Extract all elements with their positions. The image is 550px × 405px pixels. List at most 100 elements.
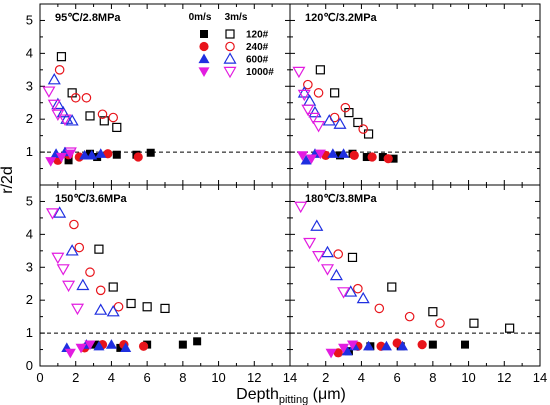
x-tick-label: 12 xyxy=(497,370,511,385)
data-point-240-3ms xyxy=(435,318,445,329)
legend-header-3ms: 3m/s xyxy=(225,12,248,23)
x-axis-title-main: Depth xyxy=(236,386,279,403)
data-point-600-3ms xyxy=(106,304,120,317)
data-point-240-3ms xyxy=(113,301,124,312)
x-axis-title: Depthpitting (μm) xyxy=(236,386,346,405)
legend-marker-600-filled xyxy=(198,53,210,64)
x-tick-label: 14 xyxy=(283,370,297,385)
data-point-1000-3ms xyxy=(292,66,306,79)
data-point-1000-0ms xyxy=(45,157,57,167)
data-point-240-3ms xyxy=(69,219,79,230)
legend-marker-240-filled xyxy=(199,41,209,52)
data-point-240-3ms xyxy=(108,112,119,123)
data-point-1000-3ms xyxy=(56,264,70,276)
legend-marker-600-open xyxy=(223,52,237,64)
x-tick-label: 2 xyxy=(72,370,79,385)
panel-title: 95℃/2.8MPa xyxy=(55,12,121,24)
data-point-240-0ms xyxy=(133,152,143,162)
panel-frame xyxy=(39,184,291,367)
data-point-600-0ms xyxy=(120,342,132,353)
panel-title: 120℃/3.2MPa xyxy=(305,12,378,24)
data-point-600-0ms xyxy=(300,154,312,165)
data-point-600-3ms xyxy=(329,268,343,281)
x-tick-label: 8 xyxy=(179,370,186,385)
data-point-600-0ms xyxy=(338,148,350,158)
data-point-120-0ms xyxy=(116,343,125,352)
data-point-1000-0ms xyxy=(64,149,76,160)
y-tick-label: 4 xyxy=(26,45,33,60)
data-point-1000-3ms xyxy=(303,237,317,250)
data-point-120-3ms xyxy=(85,111,95,121)
data-point-240-3ms xyxy=(97,109,108,120)
data-point-240-0ms xyxy=(367,152,377,162)
data-point-600-0ms xyxy=(86,149,98,160)
x-tick-label: 4 xyxy=(108,370,115,385)
data-point-600-3ms xyxy=(53,206,67,218)
data-point-240-3ms xyxy=(313,88,324,98)
x-axis-title-subscript: pitting xyxy=(279,394,308,405)
data-point-600-0ms xyxy=(380,340,392,351)
data-point-1000-3ms xyxy=(70,303,85,316)
legend-marker-1000-filled xyxy=(198,67,210,77)
data-point-600-3ms xyxy=(310,219,324,231)
data-point-1000-0ms xyxy=(305,154,317,165)
data-point-1000-3ms xyxy=(320,264,335,276)
data-point-240-3ms xyxy=(340,102,351,113)
x-tick-label: 6 xyxy=(394,370,401,385)
data-point-120-0ms xyxy=(378,153,387,162)
data-point-240-3ms xyxy=(70,92,81,103)
data-point-600-3ms xyxy=(51,97,65,110)
data-point-240-0ms xyxy=(417,340,427,350)
data-point-600-3ms xyxy=(344,285,358,297)
data-point-240-0ms xyxy=(138,341,149,351)
legend-marker-1000-open xyxy=(223,66,237,79)
data-point-120-0ms xyxy=(193,337,202,346)
data-point-120-3ms xyxy=(160,303,170,314)
data-point-240-0ms xyxy=(383,154,393,164)
panel-2: 120℃/3.2MPa xyxy=(289,3,541,186)
x-axis-title-unit: (μm) xyxy=(308,386,346,403)
x-tick-label: 4 xyxy=(358,370,365,385)
data-point-1000-0ms xyxy=(75,343,87,354)
data-point-600-0ms xyxy=(327,148,339,158)
data-point-1000-3ms xyxy=(301,104,315,117)
data-point-600-0ms xyxy=(93,340,105,351)
data-point-120-0ms xyxy=(64,156,73,165)
x-tick-label: 6 xyxy=(144,370,151,385)
data-point-600-0ms xyxy=(397,340,408,351)
data-point-600-3ms xyxy=(297,86,311,98)
data-point-120-3ms xyxy=(387,282,397,292)
data-point-600-3ms xyxy=(56,105,70,118)
data-point-120-0ms xyxy=(428,340,437,349)
y-tick-label: 5 xyxy=(26,193,33,208)
data-point-120-3ms xyxy=(428,307,438,317)
data-point-600-3ms xyxy=(94,303,108,315)
data-point-600-3ms xyxy=(320,245,335,258)
data-point-120-3ms xyxy=(315,65,325,75)
data-point-600-3ms xyxy=(47,72,61,85)
legend-label-120: 120# xyxy=(246,30,269,41)
y-tick-label: 2 xyxy=(26,111,33,126)
data-point-240-3ms xyxy=(358,124,369,134)
data-point-600-3ms xyxy=(322,114,336,126)
x-tick-label: 12 xyxy=(247,370,261,385)
data-point-1000-3ms xyxy=(312,251,326,263)
data-point-600-0ms xyxy=(105,339,117,349)
data-point-120-0ms xyxy=(178,340,187,349)
data-point-1000-0ms xyxy=(84,340,96,351)
data-point-1000-3ms xyxy=(297,89,311,102)
data-point-120-3ms xyxy=(99,116,109,126)
data-point-1000-0ms xyxy=(314,149,326,160)
legend-marker-120-filled xyxy=(200,30,208,38)
y-tick-label: 2 xyxy=(26,292,33,307)
data-point-240-3ms xyxy=(333,249,344,259)
data-point-600-3ms xyxy=(65,114,79,126)
legend-marker-120-open xyxy=(225,29,235,39)
data-point-120-0ms xyxy=(112,150,121,159)
x-tick-label: 0 xyxy=(36,370,43,385)
data-point-120-0ms xyxy=(362,153,371,162)
data-point-240-0ms xyxy=(349,150,359,160)
data-point-120-0ms xyxy=(146,148,155,157)
data-point-240-3ms xyxy=(303,79,313,90)
